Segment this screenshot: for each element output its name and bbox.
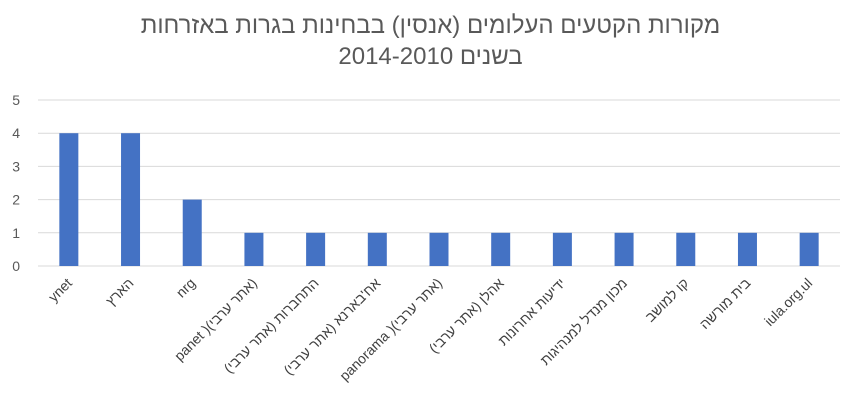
x-category-label: בית מורשה	[696, 275, 753, 332]
bar	[614, 232, 634, 266]
x-category-label: הארץ	[103, 275, 137, 309]
bar	[552, 232, 572, 266]
bar	[59, 133, 79, 266]
x-category-label: קו למושב	[642, 275, 692, 325]
bar	[306, 232, 326, 266]
bar	[491, 232, 511, 266]
chart-title-line-2: בשנים 2014-2010	[338, 43, 523, 70]
y-tick-label: 1	[12, 225, 20, 241]
bar	[244, 232, 264, 266]
y-axis-ticks: 0 1 2 3 4 5	[12, 92, 20, 274]
bar	[182, 199, 202, 266]
y-tick-label: 2	[12, 192, 20, 208]
y-tick-label: 5	[12, 92, 20, 108]
chart-title: מקורות הקטעים העלומים (אנסין) בבחינות בג…	[0, 10, 861, 72]
y-tick-label: 3	[12, 158, 20, 174]
bar	[429, 232, 449, 266]
x-category-label: panorama )(אתר ערבי)	[336, 275, 445, 384]
gridlines	[38, 99, 840, 267]
bars	[59, 133, 819, 266]
bar	[367, 232, 387, 266]
bar	[737, 232, 757, 266]
chart-title-line-1: מקורות הקטעים העלומים (אנסין) בבחינות בג…	[140, 12, 721, 39]
y-tick-label: 0	[12, 258, 20, 274]
y-tick-label: 4	[12, 125, 20, 141]
x-category-label: nrg	[173, 275, 199, 301]
x-category-label: iula.org.ul	[761, 275, 815, 329]
bar	[676, 232, 696, 266]
bar	[121, 133, 141, 266]
x-category-label: ynet	[45, 275, 75, 305]
bar	[799, 232, 819, 266]
